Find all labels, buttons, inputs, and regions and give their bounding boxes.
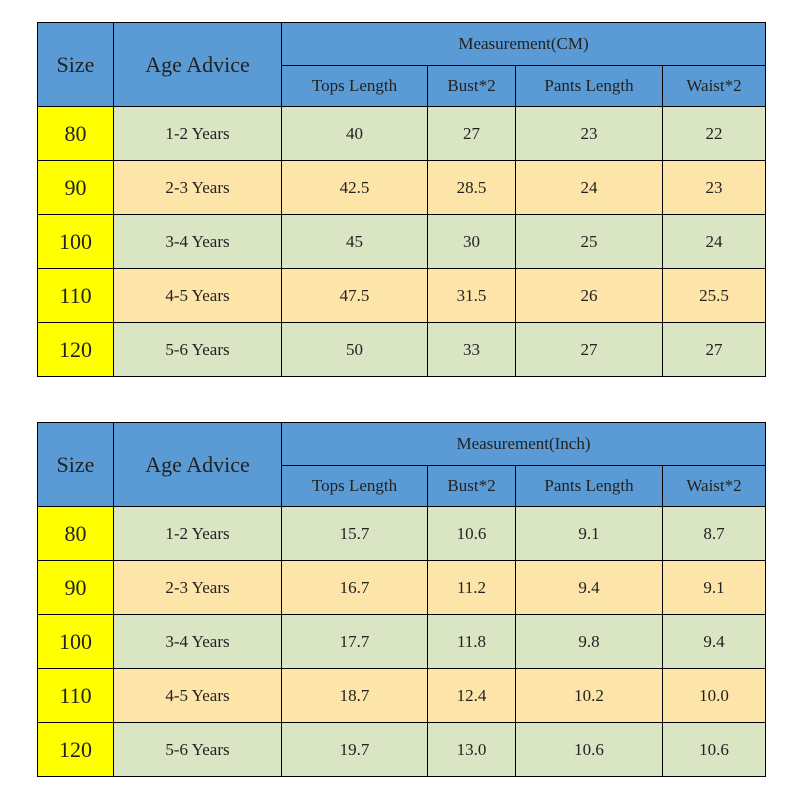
size-cell: 120 — [37, 722, 114, 777]
measure-cell: 24 — [662, 214, 766, 269]
data-row: 110 4-5 Years 47.5 31.5 26 25.5 — [37, 268, 766, 323]
age-cell: 2-3 Years — [113, 160, 282, 215]
measure-cell: 47.5 — [281, 268, 428, 323]
size-header: Size — [37, 422, 114, 507]
age-cell: 4-5 Years — [113, 268, 282, 323]
measure-cell: 33 — [427, 322, 516, 377]
measure-cell: 16.7 — [281, 560, 428, 615]
age-header: Age Advice — [113, 422, 282, 507]
header-row: Tops Length Bust*2 Pants Length Waist*2 — [38, 65, 766, 107]
measure-cell: 30 — [427, 214, 516, 269]
measure-cell: 42.5 — [281, 160, 428, 215]
size-cell: 100 — [37, 214, 114, 269]
measure-cell: 9.1 — [515, 506, 663, 561]
data-row: 120 5-6 Years 50 33 27 27 — [37, 322, 766, 377]
measure-cell: 9.8 — [515, 614, 663, 669]
data-row: 80 1-2 Years 40 27 23 22 — [37, 106, 766, 161]
measure-cell: 23 — [662, 160, 766, 215]
measure-cell: 25 — [515, 214, 663, 269]
data-row: 100 3-4 Years 45 30 25 24 — [37, 214, 766, 269]
measure-cell: 8.7 — [662, 506, 766, 561]
measure-cell: 18.7 — [281, 668, 428, 723]
measure-cell: 26 — [515, 268, 663, 323]
measure-cell: 28.5 — [427, 160, 516, 215]
data-row: 100 3-4 Years 17.7 11.8 9.8 9.4 — [37, 614, 766, 669]
age-cell: 2-3 Years — [113, 560, 282, 615]
size-cell: 110 — [37, 668, 114, 723]
size-cell: 110 — [37, 268, 114, 323]
measure-cell: 15.7 — [281, 506, 428, 561]
data-row: 110 4-5 Years 18.7 12.4 10.2 10.0 — [37, 668, 766, 723]
measure-cell: 10.2 — [515, 668, 663, 723]
header-row: Size Age Advice Measurement(Inch) — [37, 422, 766, 507]
measure-cell: 11.8 — [427, 614, 516, 669]
measure-cell: 27 — [427, 106, 516, 161]
measure-cell: 17.7 — [281, 614, 428, 669]
measure-cell: 10.0 — [662, 668, 766, 723]
measure-cell: 12.4 — [427, 668, 516, 723]
age-cell: 4-5 Years — [113, 668, 282, 723]
age-cell: 3-4 Years — [113, 214, 282, 269]
size-cell: 90 — [37, 160, 114, 215]
measure-cell: 23 — [515, 106, 663, 161]
group-header: Measurement(Inch) — [281, 422, 766, 466]
age-cell: 5-6 Years — [113, 722, 282, 777]
measure-cell: 10.6 — [427, 506, 516, 561]
measure-cell: 10.6 — [515, 722, 663, 777]
age-cell: 1-2 Years — [113, 106, 282, 161]
measure-cell: 50 — [281, 322, 428, 377]
measure-cell: 9.4 — [662, 614, 766, 669]
column-header: Bust*2 — [427, 465, 516, 507]
age-cell: 1-2 Years — [113, 506, 282, 561]
measure-cell: 19.7 — [281, 722, 428, 777]
measure-cell: 45 — [281, 214, 428, 269]
measure-cell: 25.5 — [662, 268, 766, 323]
size-cell: 120 — [37, 322, 114, 377]
measure-cell: 40 — [281, 106, 428, 161]
column-header: Bust*2 — [427, 65, 516, 107]
age-header: Age Advice — [113, 22, 282, 107]
measure-cell: 9.4 — [515, 560, 663, 615]
data-row: 80 1-2 Years 15.7 10.6 9.1 8.7 — [37, 506, 766, 561]
measure-cell: 31.5 — [427, 268, 516, 323]
data-row: 90 2-3 Years 16.7 11.2 9.4 9.1 — [37, 560, 766, 615]
size-table: Size Age Advice Measurement(Inch) Tops Leng… — [37, 422, 766, 777]
column-header: Pants Length — [515, 65, 663, 107]
measure-cell: 10.6 — [662, 722, 766, 777]
measure-cell: 24 — [515, 160, 663, 215]
measure-cell: 22 — [662, 106, 766, 161]
data-row: 90 2-3 Years 42.5 28.5 24 23 — [37, 160, 766, 215]
column-header: Waist*2 — [662, 465, 766, 507]
column-header: Pants Length — [515, 465, 663, 507]
column-header: Tops Length — [281, 65, 428, 107]
age-cell: 5-6 Years — [113, 322, 282, 377]
measure-cell: 27 — [662, 322, 766, 377]
size-cell: 100 — [37, 614, 114, 669]
size-cell: 90 — [37, 560, 114, 615]
header-row: Tops Length Bust*2 Pants Length Waist*2 — [38, 465, 766, 507]
measure-cell: 13.0 — [427, 722, 516, 777]
header-row: Size Age Advice Measurement(CM) — [37, 22, 766, 107]
size-table: Size Age Advice Measurement(CM) Tops Length… — [37, 22, 766, 377]
size-cell: 80 — [37, 106, 114, 161]
measure-cell: 9.1 — [662, 560, 766, 615]
size-cell: 80 — [37, 506, 114, 561]
data-row: 120 5-6 Years 19.7 13.0 10.6 10.6 — [37, 722, 766, 777]
measure-cell: 27 — [515, 322, 663, 377]
column-header: Tops Length — [281, 465, 428, 507]
measure-cell: 11.2 — [427, 560, 516, 615]
size-header: Size — [37, 22, 114, 107]
column-header: Waist*2 — [662, 65, 766, 107]
group-header: Measurement(CM) — [281, 22, 766, 66]
age-cell: 3-4 Years — [113, 614, 282, 669]
